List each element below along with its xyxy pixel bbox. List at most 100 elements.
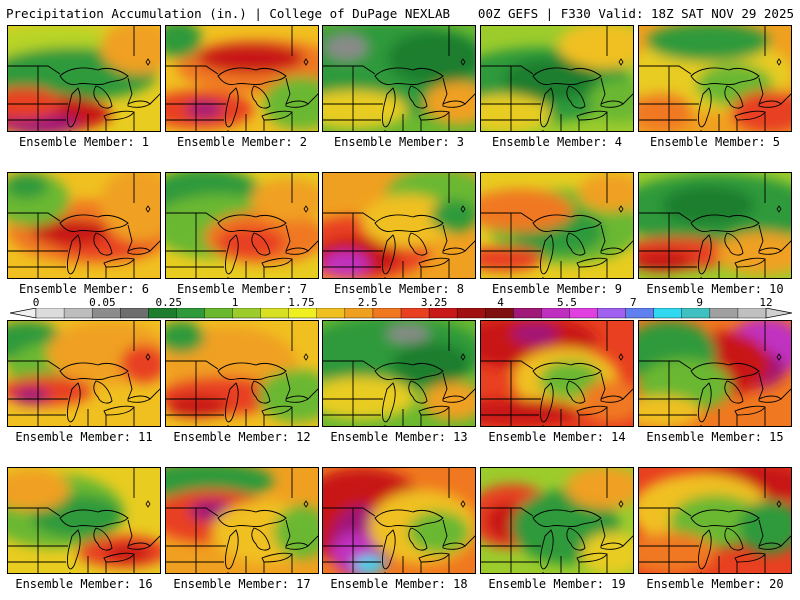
- colorbar-swatch: [400, 308, 430, 319]
- precip-field: [166, 468, 318, 573]
- precip-region: [263, 76, 318, 130]
- colorbar-tick-label: 5.5: [556, 296, 577, 309]
- map-boundaries: [166, 26, 318, 131]
- ensemble-map-panel: [638, 320, 792, 427]
- ensemble-map-panel: [322, 25, 476, 132]
- map-marker: [776, 353, 782, 361]
- map-marker: [618, 58, 624, 66]
- ensemble-member-label: Ensemble Member: 20: [646, 577, 784, 591]
- precip-field: [166, 321, 318, 426]
- map-boundaries: [166, 173, 318, 278]
- map-boundaries: [166, 321, 318, 426]
- ensemble-map-panel: [322, 172, 476, 279]
- colorbar-swatch: [681, 308, 711, 319]
- colorbar-swatch: [625, 308, 655, 319]
- colorbar-swatch: [653, 308, 683, 319]
- precip-region: [166, 321, 205, 354]
- precip-region: [481, 399, 582, 425]
- precip-region: [581, 532, 633, 573]
- precip-field: [639, 173, 791, 278]
- map-marker: [303, 58, 309, 66]
- colorbar-tick-label: 1: [231, 296, 239, 309]
- colorbar-swatch: [91, 308, 121, 319]
- precip-region: [8, 86, 62, 120]
- precip-field: [323, 468, 475, 573]
- colorbar-swatch: [569, 308, 599, 319]
- precip-field: [8, 26, 160, 131]
- colorbar-tick-label: 7: [629, 296, 637, 309]
- map-boundaries: [639, 26, 791, 131]
- precip-region: [120, 344, 160, 384]
- colorbar-swatch: [597, 308, 627, 319]
- colorbar-tick-label: 4: [497, 296, 504, 309]
- ensemble-member-label: Ensemble Member: 6: [18, 282, 150, 296]
- ensemble-map-panel: [322, 320, 476, 427]
- precip-field: [166, 26, 318, 131]
- ensemble-member-label: Ensemble Member: 12: [173, 430, 311, 444]
- map-marker: [460, 500, 466, 508]
- colorbar-tick-label: 2.5: [357, 296, 378, 309]
- colorbar-swatch: [204, 308, 234, 319]
- ensemble-map-panel: [638, 25, 792, 132]
- precip-field: [639, 468, 791, 573]
- map-marker: [145, 58, 151, 66]
- precip-region: [639, 250, 693, 272]
- colorbar-swatch: [737, 308, 767, 319]
- precip-region: [639, 532, 716, 573]
- map-boundaries: [323, 173, 475, 278]
- ensemble-member-label: Ensemble Member: 14: [488, 430, 626, 444]
- precip-field: [481, 468, 633, 573]
- precip-region: [353, 555, 385, 573]
- colorbar-swatch: [372, 308, 402, 319]
- ensemble-map-panel: [480, 25, 634, 132]
- colorbar-swatch: [260, 308, 290, 319]
- map-marker: [460, 205, 466, 213]
- ensemble-member-label: Ensemble Member: 10: [646, 282, 784, 296]
- ensemble-map-panel: [480, 172, 634, 279]
- colorbar: [9, 308, 793, 319]
- precip-region: [565, 468, 633, 509]
- colorbar-swatch: [316, 308, 346, 319]
- map-boundaries: [481, 321, 633, 426]
- precip-field: [8, 173, 160, 278]
- ensemble-map-panel: [165, 172, 319, 279]
- precip-region: [430, 199, 475, 232]
- map-marker: [618, 353, 624, 361]
- map-boundaries: [8, 468, 160, 573]
- precip-field: [8, 321, 160, 426]
- precip-region: [216, 226, 285, 259]
- ensemble-map-panel: [7, 467, 161, 574]
- ensemble-member-label: Ensemble Member: 4: [491, 135, 623, 149]
- precip-region: [31, 219, 109, 245]
- ensemble-member-label: Ensemble Member: 3: [333, 135, 465, 149]
- map-boundaries: [323, 26, 475, 131]
- map-boundaries: [639, 173, 791, 278]
- precip-region: [386, 325, 430, 343]
- precip-region: [558, 26, 633, 69]
- colorbar-swatch: [232, 308, 262, 319]
- map-marker: [776, 205, 782, 213]
- colorbar-tick-label: 12: [759, 296, 773, 309]
- ensemble-map-panel: [322, 467, 476, 574]
- colorbar-swatch: [513, 308, 543, 319]
- ensemble-member-label: Ensemble Member: 1: [18, 135, 150, 149]
- ensemble-map-panel: [480, 320, 634, 427]
- precip-region: [8, 173, 49, 199]
- colorbar-tick-label: 0: [32, 296, 40, 309]
- ensemble-map-panel: [7, 25, 161, 132]
- ensemble-map-panel: [638, 467, 792, 574]
- map-boundaries: [8, 26, 160, 131]
- precip-region: [662, 185, 755, 225]
- map-boundaries: [639, 468, 791, 573]
- precip-region: [186, 100, 223, 119]
- precip-field: [323, 26, 475, 131]
- map-boundaries: [481, 173, 633, 278]
- precip-region: [716, 231, 791, 275]
- ensemble-map-panel: [638, 172, 792, 279]
- colorbar-tick-label: 0.05: [89, 296, 116, 309]
- precip-region: [100, 26, 160, 75]
- colorbar-swatch: [63, 308, 93, 319]
- map-boundaries: [8, 321, 160, 426]
- precip-region: [258, 369, 318, 423]
- ensemble-member-label: Ensemble Member: 15: [646, 430, 784, 444]
